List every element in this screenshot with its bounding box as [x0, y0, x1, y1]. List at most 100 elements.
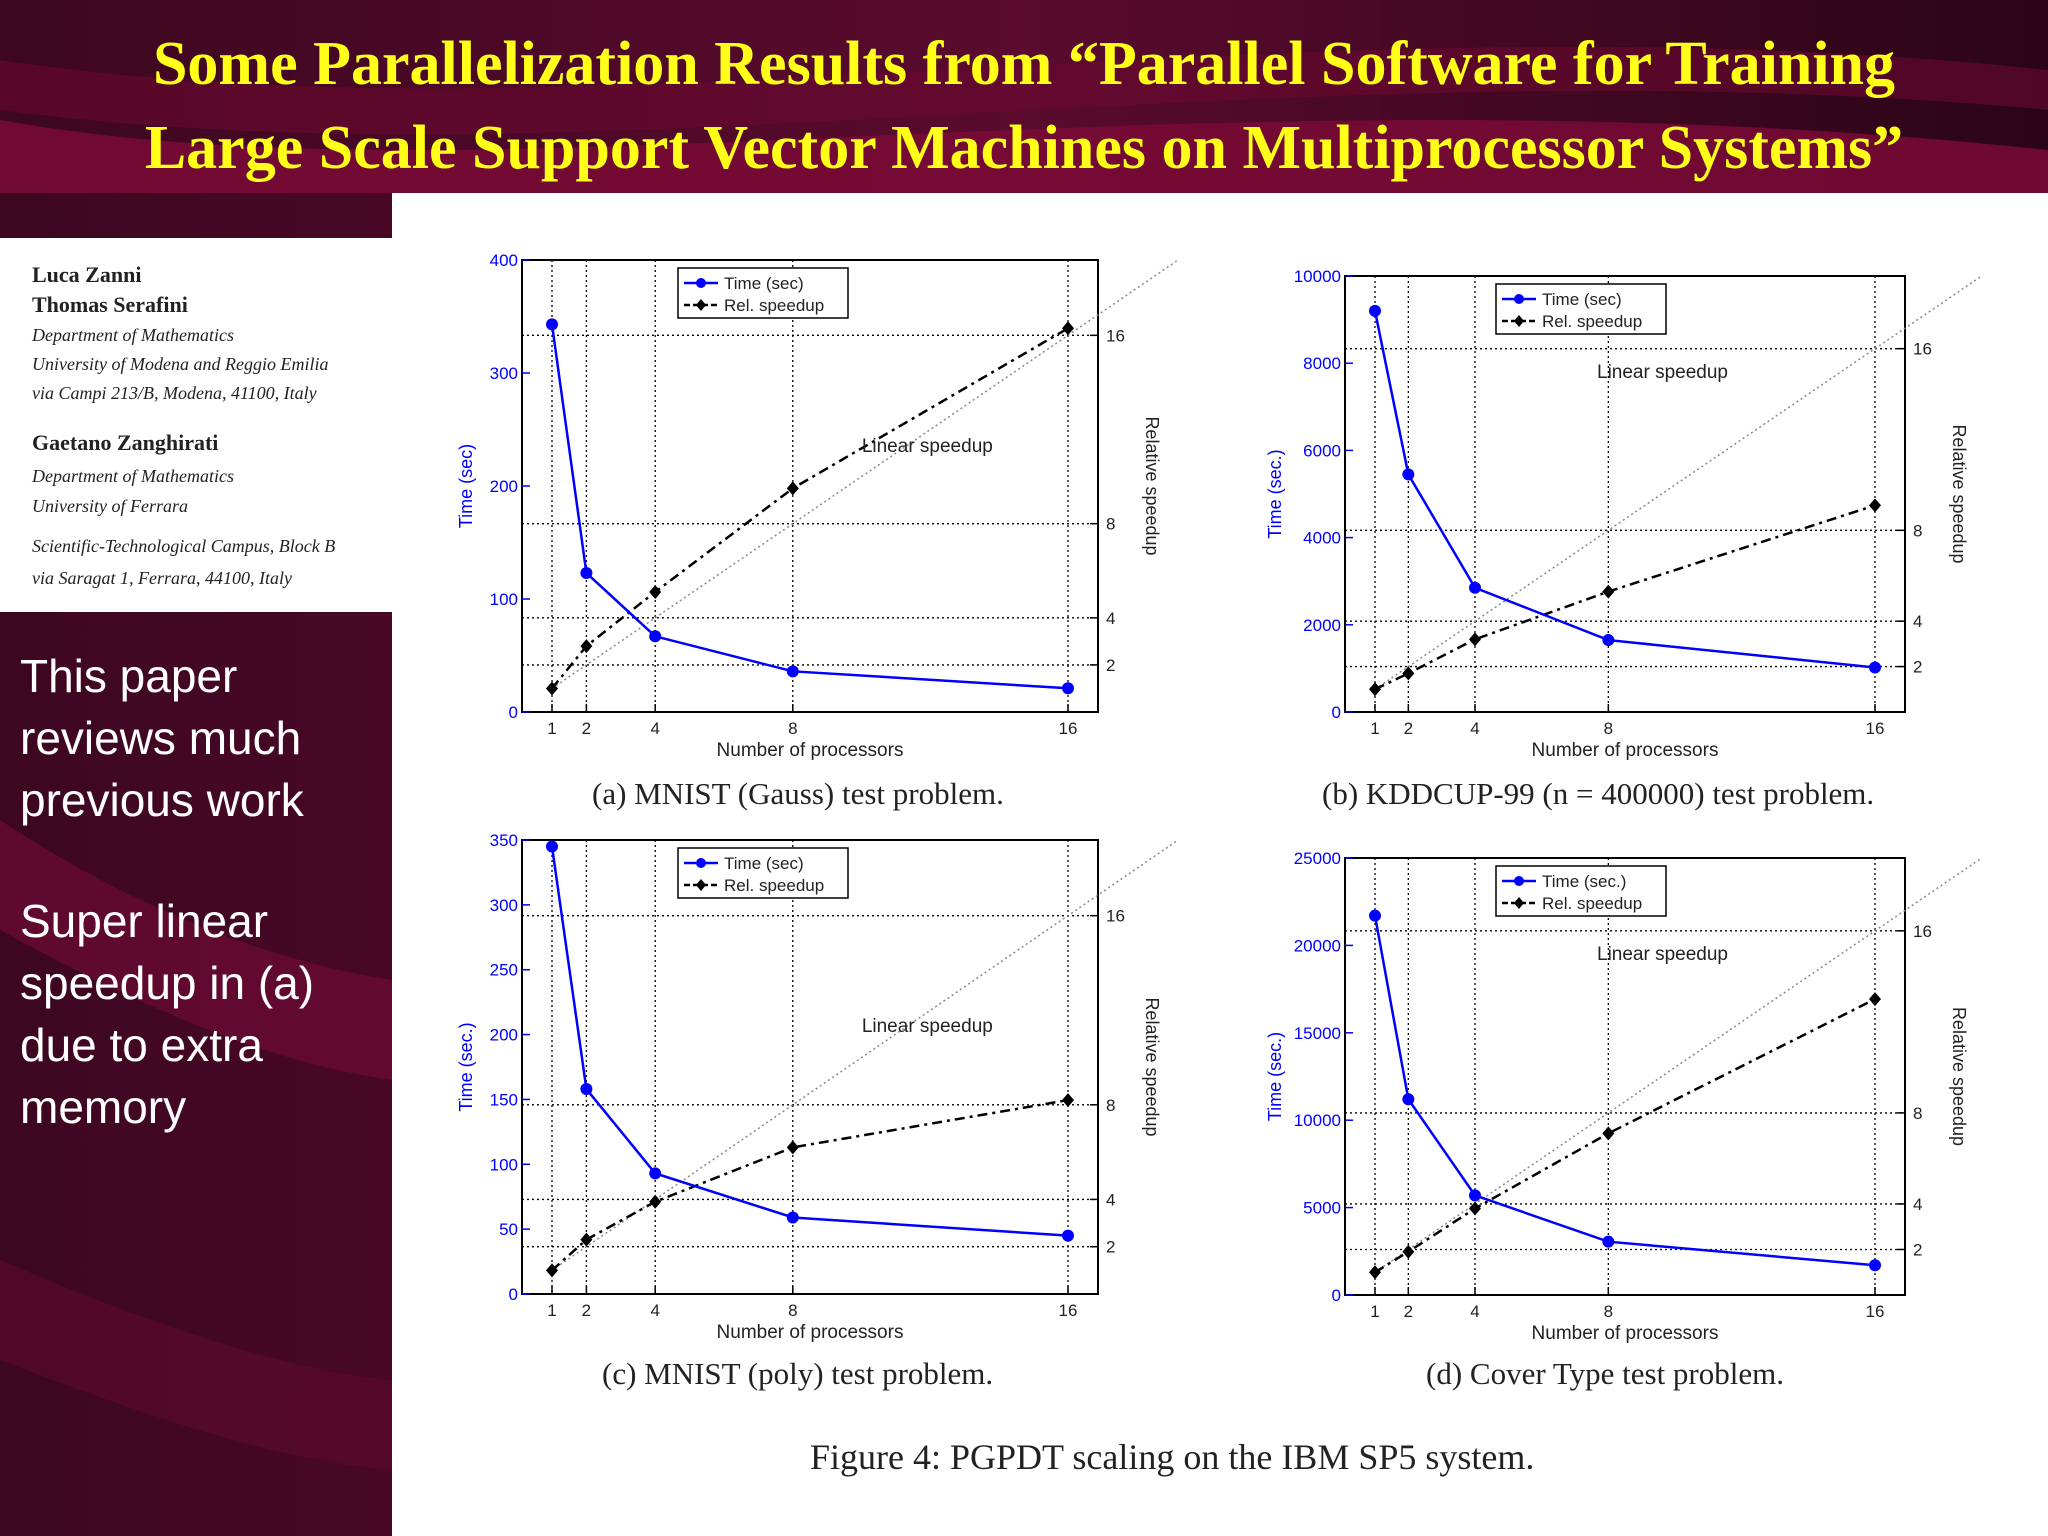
y-tick-label: 25000: [1294, 849, 1341, 868]
y2-tick-label: 8: [1913, 1104, 1922, 1123]
x-tick-label: 2: [1404, 1302, 1413, 1321]
chart-3: 1 2 4 8 16248160500010000150002000025000Time…: [1265, 849, 1983, 1344]
y2-tick-label: 2: [1913, 658, 1922, 677]
y2-tick-label: 8: [1106, 515, 1115, 534]
x-tick-label: 8: [788, 1301, 797, 1320]
linear-speedup-line: [551, 259, 1179, 690]
x-tick-label: 16: [1866, 1302, 1885, 1321]
y-tick-label: 10000: [1294, 267, 1341, 286]
y2-axis-label: Relative speedup: [1949, 424, 1969, 563]
y2-tick-label: 2: [1106, 656, 1115, 675]
linear-speedup-annotation: Linear speedup: [1597, 362, 1728, 383]
y-tick-label: 2000: [1303, 616, 1341, 635]
speedup-point: [580, 639, 593, 654]
x-tick-label: 4: [1470, 719, 1479, 738]
y2-tick-label: 2: [1913, 1240, 1922, 1259]
time-point: [1869, 1259, 1881, 1272]
speedup-point: [649, 584, 662, 599]
y-axis-label: Time (sec.): [1265, 1032, 1285, 1121]
speedup-point: [1469, 632, 1481, 647]
legend-box: [677, 267, 849, 319]
time-point: [1402, 1093, 1415, 1106]
linear-speedup-annotation: Linear speedup: [1597, 944, 1728, 965]
note-line: This paper: [20, 650, 238, 702]
author-affiliation: Department of Mathematics: [32, 466, 234, 486]
y-tick-label: 400: [490, 251, 518, 270]
x-tick-label: 2: [1404, 719, 1413, 738]
x-tick-label: 1: [1370, 1302, 1379, 1321]
chart-caption: (b) KDDCUP-99 (n = 400000) test problem.: [1322, 776, 1875, 811]
y-tick-label: 5000: [1303, 1199, 1341, 1218]
y-tick-label: 200: [490, 1026, 518, 1045]
time-point: [546, 318, 558, 331]
time-point: [1062, 682, 1074, 695]
x-tick-label: 8: [788, 719, 797, 738]
legend-box: [1495, 865, 1667, 917]
x-tick-label: 16: [1059, 719, 1078, 738]
time-point: [580, 567, 593, 580]
author-affiliation: Scientific-Technological Campus, Block B: [32, 536, 336, 556]
time-point: [1602, 1235, 1615, 1248]
x-tick-label: 2: [582, 719, 591, 738]
speedup-point: [1469, 1201, 1481, 1216]
x-tick-label: 8: [1604, 1302, 1613, 1321]
linear-speedup-line: [1374, 275, 1983, 690]
linear-speedup-annotation: Linear speedup: [862, 1016, 993, 1037]
x-tick-label: 16: [1059, 1301, 1078, 1320]
plot-frame: [1344, 857, 1906, 1296]
note-line: due to extra: [20, 1019, 263, 1071]
y2-axis-label: Relative speedup: [1142, 997, 1162, 1136]
y-tick-label: 200: [490, 477, 518, 496]
y-tick-label: 6000: [1303, 441, 1341, 460]
note-line: Super linear: [20, 895, 269, 947]
author-name: Gaetano Zanghirati: [32, 430, 219, 455]
legend-time-marker: [1514, 876, 1524, 886]
legend-speedup-label: Rel. speedup: [1542, 312, 1642, 331]
y-tick-label: 0: [1332, 703, 1341, 722]
time-point: [649, 630, 662, 643]
y-tick-label: 0: [509, 1285, 518, 1304]
y2-tick-label: 4: [1106, 1190, 1115, 1209]
x-axis-label: Number of processors: [717, 740, 904, 761]
speedup-point: [1369, 1265, 1381, 1280]
y2-tick-label: 8: [1106, 1096, 1115, 1115]
speedup-point: [1869, 498, 1881, 513]
y2-tick-label: 16: [1106, 326, 1125, 345]
author-affiliation: via Saragat 1, Ferrara, 44100, Italy: [32, 568, 292, 588]
y2-tick-label: 16: [1106, 907, 1125, 926]
plot-frame: [1344, 275, 1906, 713]
x-tick-label: 4: [650, 719, 659, 738]
legend-speedup-label: Rel. speedup: [724, 876, 824, 895]
speedup-point: [1602, 584, 1615, 599]
slide-title-line-1: Some Parallelization Results from “Paral…: [152, 30, 1896, 98]
speedup-point: [1062, 321, 1074, 336]
y-tick-label: 0: [1332, 1286, 1341, 1305]
x-tick-label: 4: [650, 1301, 659, 1320]
y-tick-label: 50: [499, 1220, 518, 1239]
author-affiliation: University of Modena and Reggio Emilia: [32, 354, 329, 374]
x-axis-label: Number of processors: [717, 1322, 904, 1343]
x-tick-label: 2: [582, 1301, 591, 1320]
y-tick-label: 20000: [1294, 936, 1341, 955]
y2-tick-label: 8: [1913, 521, 1922, 540]
y-tick-label: 100: [490, 590, 518, 609]
x-tick-label: 8: [1604, 719, 1613, 738]
speedup-point: [1402, 666, 1415, 681]
author-affiliation: Department of Mathematics: [32, 325, 234, 345]
x-tick-label: 16: [1866, 719, 1885, 738]
time-point: [1062, 1229, 1074, 1242]
speedup-point: [546, 681, 558, 696]
legend-speedup-marker: [696, 879, 706, 891]
chart-caption: (c) MNIST (poly) test problem.: [602, 1356, 994, 1391]
y-tick-label: 150: [490, 1090, 518, 1109]
legend-box: [677, 847, 849, 899]
legend-time-label: Time (sec): [724, 274, 804, 293]
speedup-point: [649, 1194, 662, 1209]
x-tick-label: 1: [547, 1301, 556, 1320]
y2-tick-label: 2: [1106, 1238, 1115, 1257]
legend-speedup-marker: [696, 299, 706, 311]
time-point: [1369, 304, 1381, 317]
